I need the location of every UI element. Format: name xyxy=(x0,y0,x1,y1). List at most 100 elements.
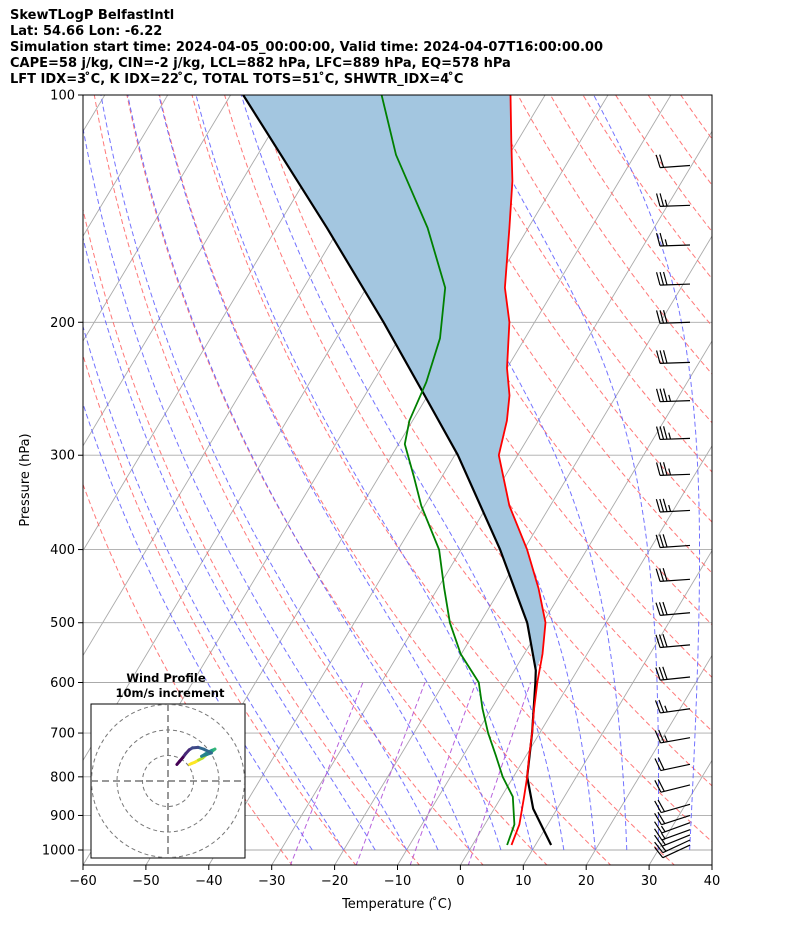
x-tick-label: 0 xyxy=(456,874,464,889)
barb-feather xyxy=(662,350,668,364)
cape-area xyxy=(243,95,546,671)
y-tick-label: 700 xyxy=(50,727,75,742)
y-tick-label: 100 xyxy=(50,89,75,104)
barb-staff xyxy=(660,676,691,681)
barb-feather xyxy=(654,821,663,834)
wind-barb xyxy=(655,567,691,583)
y-tick-label: 900 xyxy=(50,809,75,824)
dry-adiabat xyxy=(83,207,421,865)
barb-feather xyxy=(662,271,668,286)
barb-feather xyxy=(659,534,665,548)
wind-barb xyxy=(654,821,691,834)
barb-feather xyxy=(655,193,661,207)
hodograph-plot xyxy=(91,704,245,858)
wind-barb xyxy=(655,310,691,324)
dry-adiabat xyxy=(256,95,712,787)
wind-barb xyxy=(654,779,691,793)
y-tick-label: 800 xyxy=(50,770,75,785)
moist-adiabat xyxy=(158,95,502,851)
wind-barb xyxy=(655,534,691,549)
dry-adiabat xyxy=(224,95,712,843)
barb-staff xyxy=(659,283,691,286)
barb-half-feather xyxy=(664,735,668,742)
dry-adiabat xyxy=(93,95,484,865)
barb-feather xyxy=(654,800,662,813)
barb-staff xyxy=(660,644,691,649)
barb-staff xyxy=(659,321,691,324)
y-tick-label: 1000 xyxy=(42,844,75,859)
barb-staff xyxy=(661,822,691,834)
wind-barb xyxy=(654,844,691,859)
x-tick-label: −10 xyxy=(384,874,411,889)
barb-half-feather xyxy=(664,239,668,246)
barb-feather xyxy=(655,232,661,247)
barb-feather xyxy=(659,154,665,168)
dry-adiabat xyxy=(549,95,712,327)
time-line: Simulation start time: 2024-04-05_00:00:… xyxy=(10,40,603,55)
barb-half-feather xyxy=(668,432,672,440)
barb-feather xyxy=(662,666,668,680)
wind-barb xyxy=(654,811,691,826)
wind-barb xyxy=(654,729,691,744)
hodograph-segment xyxy=(175,759,182,766)
barb-feather xyxy=(662,426,668,440)
x-tick-label: 40 xyxy=(704,874,721,889)
x-tick-label: 10 xyxy=(515,874,532,889)
isotherm-line xyxy=(83,95,231,342)
wind-barb xyxy=(655,666,691,681)
barb-feather xyxy=(654,812,662,826)
chart-title: SkewTLogP BelfastIntl xyxy=(10,8,175,23)
barb-feather xyxy=(654,700,661,714)
x-tick-label: −30 xyxy=(258,874,285,889)
wind-barb xyxy=(655,601,691,616)
barb-feather xyxy=(654,828,663,841)
barb-feather xyxy=(662,601,668,615)
barb-feather xyxy=(659,350,665,364)
barb-feather xyxy=(659,462,665,476)
chart-header: SkewTLogP BelfastIntl Lat: 54.66 Lon: -6… xyxy=(10,8,603,88)
dry-adiabat xyxy=(419,95,712,523)
isotherm-line xyxy=(774,95,794,866)
moist-adiabat xyxy=(721,95,756,850)
dry-adiabat xyxy=(452,95,712,473)
barb-feather xyxy=(659,310,665,324)
barb-staff xyxy=(662,844,691,859)
y-tick-label: 300 xyxy=(50,449,75,464)
barb-feather xyxy=(662,567,668,582)
barb-staff xyxy=(660,737,691,744)
wind-barb xyxy=(655,154,691,169)
wind-barb xyxy=(655,350,691,364)
barb-feather xyxy=(659,232,665,247)
barb-feather xyxy=(655,154,661,168)
isotherm-line xyxy=(208,95,672,865)
x-axis-label: Temperature ( ̊C) xyxy=(341,896,452,912)
barb-feather xyxy=(654,758,662,771)
barb-half-feather xyxy=(660,832,666,840)
x-tick-label: −20 xyxy=(321,874,348,889)
wind-barb xyxy=(654,699,691,714)
isotherm-line xyxy=(83,95,357,552)
index-line: LFT IDX=3 ̊C, K IDX=22 ̊C, TOTAL TOTS=51… xyxy=(10,72,464,87)
mixing-ratio-line xyxy=(409,682,477,865)
barb-feather xyxy=(658,729,665,743)
barb-feather xyxy=(655,426,661,440)
dry-adiabat xyxy=(647,95,712,186)
dry-adiabat xyxy=(713,95,794,866)
barb-half-feather xyxy=(664,199,668,207)
barb-staff xyxy=(660,509,691,513)
y-tick-label: 500 xyxy=(50,616,75,631)
dry-adiabat xyxy=(191,95,676,865)
isotherm-line xyxy=(522,549,712,865)
barb-half-feather xyxy=(660,825,666,833)
dry-adiabat xyxy=(615,95,712,233)
barb-staff xyxy=(660,763,691,772)
barb-feather xyxy=(655,272,661,286)
wind-barb xyxy=(655,462,691,476)
barb-staff xyxy=(660,708,691,714)
barb-staff xyxy=(659,473,691,476)
dry-adiabat xyxy=(484,95,712,424)
barb-half-feather xyxy=(668,504,672,512)
mixing-ratio-line xyxy=(289,682,364,865)
dewpoint-line xyxy=(380,95,516,846)
barb-half-feather xyxy=(668,394,672,402)
